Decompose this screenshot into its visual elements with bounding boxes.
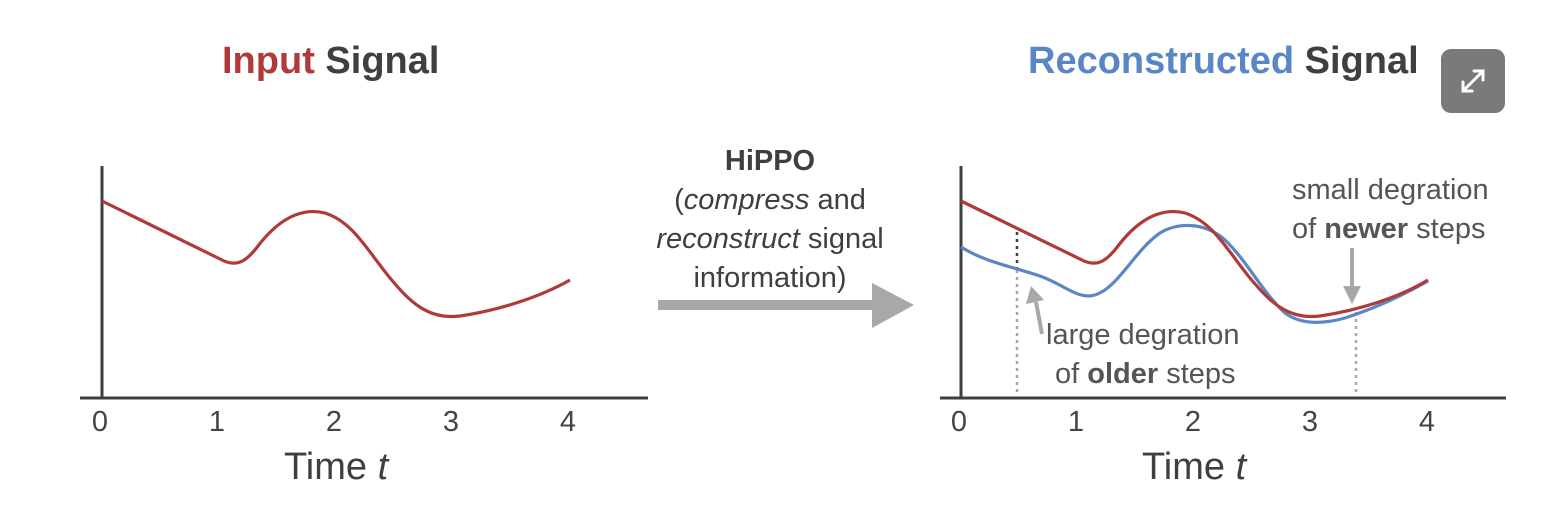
older-pointer-shaft	[1034, 301, 1044, 335]
reconstructed-signal-line	[960, 223, 1429, 325]
right-x-axis-label: Time t	[1142, 446, 1247, 488]
left-tick-0: 0	[91, 406, 109, 438]
left-tick-2: 2	[325, 406, 343, 438]
expand-button[interactable]	[1441, 49, 1505, 113]
hippo-line-information: information)	[693, 262, 847, 294]
right-tick-2: 2	[1184, 406, 1202, 438]
left-x-axis-label: Time t	[284, 446, 389, 488]
right-input-signal-line	[960, 199, 1429, 319]
left-tick-1: 1	[208, 406, 226, 438]
newer-steps-annotation: small degration of newer steps	[1292, 174, 1489, 245]
hippo-description: HiPPO (compress and reconstruct signal i…	[620, 142, 920, 298]
hippo-arrow-head	[872, 283, 914, 328]
reconstructed-signal-title: Reconstructed Signal	[1028, 40, 1419, 83]
input-title-rest: Signal	[314, 40, 440, 82]
hippo-label: HiPPO	[724, 145, 816, 177]
hippo-arrow-shaft	[658, 300, 878, 310]
hippo-line-compress: (compress and	[674, 184, 866, 216]
newer-pointer-head	[1343, 286, 1361, 304]
left-input-signal-line	[101, 199, 571, 319]
expand-icon	[1461, 69, 1485, 93]
right-tick-4: 4	[1418, 406, 1436, 438]
right-tick-3: 3	[1301, 406, 1319, 438]
older-steps-annotation: large degration of older steps	[1046, 319, 1240, 390]
left-tick-3: 3	[442, 406, 460, 438]
reconstructed-title-rest: Signal	[1294, 40, 1419, 82]
reconstructed-title-accent: Reconstructed	[1028, 40, 1295, 82]
left-tick-4: 4	[559, 406, 577, 438]
older-pointer-head	[1026, 286, 1044, 304]
hippo-line-reconstruct: reconstruct signal	[656, 223, 884, 255]
right-tick-0: 0	[950, 406, 968, 438]
input-signal-title: Input Signal	[222, 40, 439, 83]
input-title-accent: Input	[222, 40, 315, 82]
right-tick-1: 1	[1067, 406, 1085, 438]
